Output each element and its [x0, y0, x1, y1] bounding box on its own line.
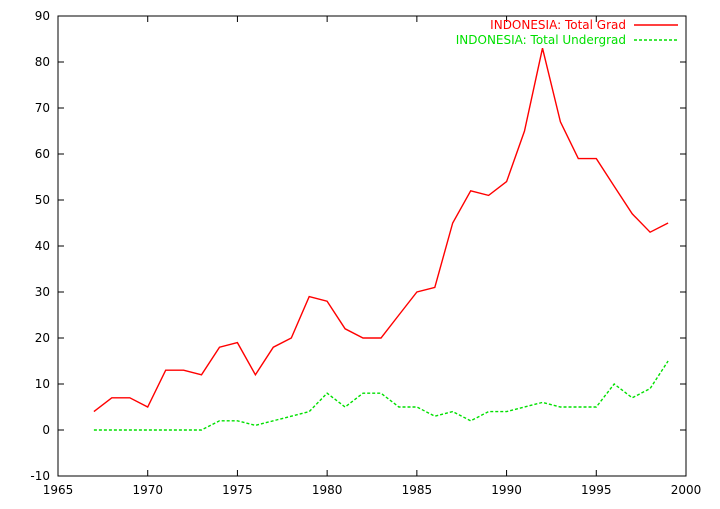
tick-labels: 1965 1970 1975 1980 1985 1990 1995 2000 -10 0 10 20…	[30, 9, 701, 497]
x-tick-label: 1965	[43, 483, 74, 497]
y-tick-label: 0	[42, 423, 50, 437]
x-tick-label: 1980	[312, 483, 343, 497]
plot-frame	[57, 15, 687, 477]
x-tick-label: 2000	[671, 483, 702, 497]
y-tick-label: 10	[35, 377, 50, 391]
y-tick-label: 50	[35, 193, 50, 207]
legend-label: INDONESIA: Total Grad	[490, 18, 626, 32]
series-line-total-grad	[93, 48, 669, 413]
y-tick-label: 70	[35, 101, 50, 115]
series-lines	[93, 48, 669, 431]
y-tick-label: 80	[35, 55, 50, 69]
x-tick-label: 1970	[132, 483, 163, 497]
y-tick-label: -10	[30, 469, 50, 483]
y-tick-label: 30	[35, 285, 50, 299]
y-tick-label: 20	[35, 331, 50, 345]
x-tick-label: 1985	[402, 483, 433, 497]
x-tick-label: 1975	[222, 483, 253, 497]
axes	[57, 15, 687, 477]
y-tick-label: 60	[35, 147, 50, 161]
x-tick-label: 1995	[581, 483, 612, 497]
series-line-total-undergrad	[93, 360, 669, 431]
legend-label: INDONESIA: Total Undergrad	[456, 33, 626, 47]
y-tick-label: 40	[35, 239, 50, 253]
x-tick-label: 1990	[491, 483, 522, 497]
y-tick-label: 90	[35, 9, 50, 23]
